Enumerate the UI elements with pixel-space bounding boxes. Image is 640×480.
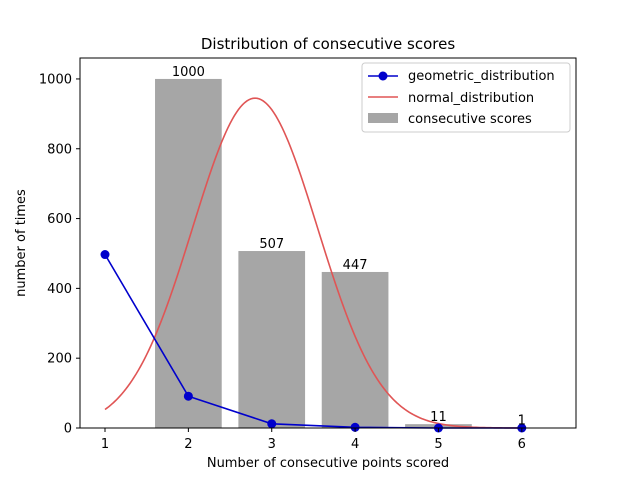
bar xyxy=(321,271,389,428)
legend-geometric-marker xyxy=(378,71,388,81)
legend: geometric_distribution normal_distributi… xyxy=(361,62,571,133)
legend-bars-swatch xyxy=(368,113,398,123)
y-tick-label: 200 xyxy=(47,352,72,367)
y-tick-label: 400 xyxy=(47,282,72,297)
geometric-point xyxy=(100,250,110,260)
bar-value-label: 1000 xyxy=(172,65,205,80)
x-tick-label: 1 xyxy=(101,437,109,452)
geometric-point xyxy=(183,391,193,401)
y-tick-label: 1000 xyxy=(39,72,72,87)
y-tick-label: 0 xyxy=(64,422,72,437)
normal-distribution-line xyxy=(104,97,522,429)
bar xyxy=(155,78,222,429)
y-axis-label: number of times xyxy=(14,189,29,297)
bar xyxy=(238,251,306,428)
x-axis: 1 2 3 4 5 6 xyxy=(101,428,526,452)
bar-value-label: 507 xyxy=(259,237,284,252)
x-tick-label: 4 xyxy=(351,437,359,452)
normal-curve-layer xyxy=(104,97,522,429)
bar-value-label: 447 xyxy=(343,258,368,273)
y-tick-label: 800 xyxy=(47,142,72,157)
x-tick-label: 2 xyxy=(184,437,192,452)
y-axis: 0 200 400 600 800 1000 xyxy=(39,72,80,437)
x-tick-label: 3 xyxy=(268,437,276,452)
legend-geometric-label: geometric_distribution xyxy=(408,69,555,84)
x-tick-label: 5 xyxy=(434,437,442,452)
bars-layer xyxy=(155,78,556,429)
bar-value-label: 11 xyxy=(430,410,447,425)
bar-value-label: 1 xyxy=(518,414,526,429)
plot-frame xyxy=(79,57,577,429)
x-tick-label: 6 xyxy=(518,437,526,452)
chart-title: Distribution of consecutive scores xyxy=(201,35,455,53)
legend-box xyxy=(361,62,571,133)
geometric-point xyxy=(267,419,277,429)
x-axis-label: Number of consecutive points scored xyxy=(207,456,449,471)
y-tick-label: 600 xyxy=(47,212,72,227)
geometric-point xyxy=(350,422,360,432)
legend-normal-label: normal_distribution xyxy=(408,91,534,106)
legend-bars-label: consecutive scores xyxy=(408,112,532,127)
